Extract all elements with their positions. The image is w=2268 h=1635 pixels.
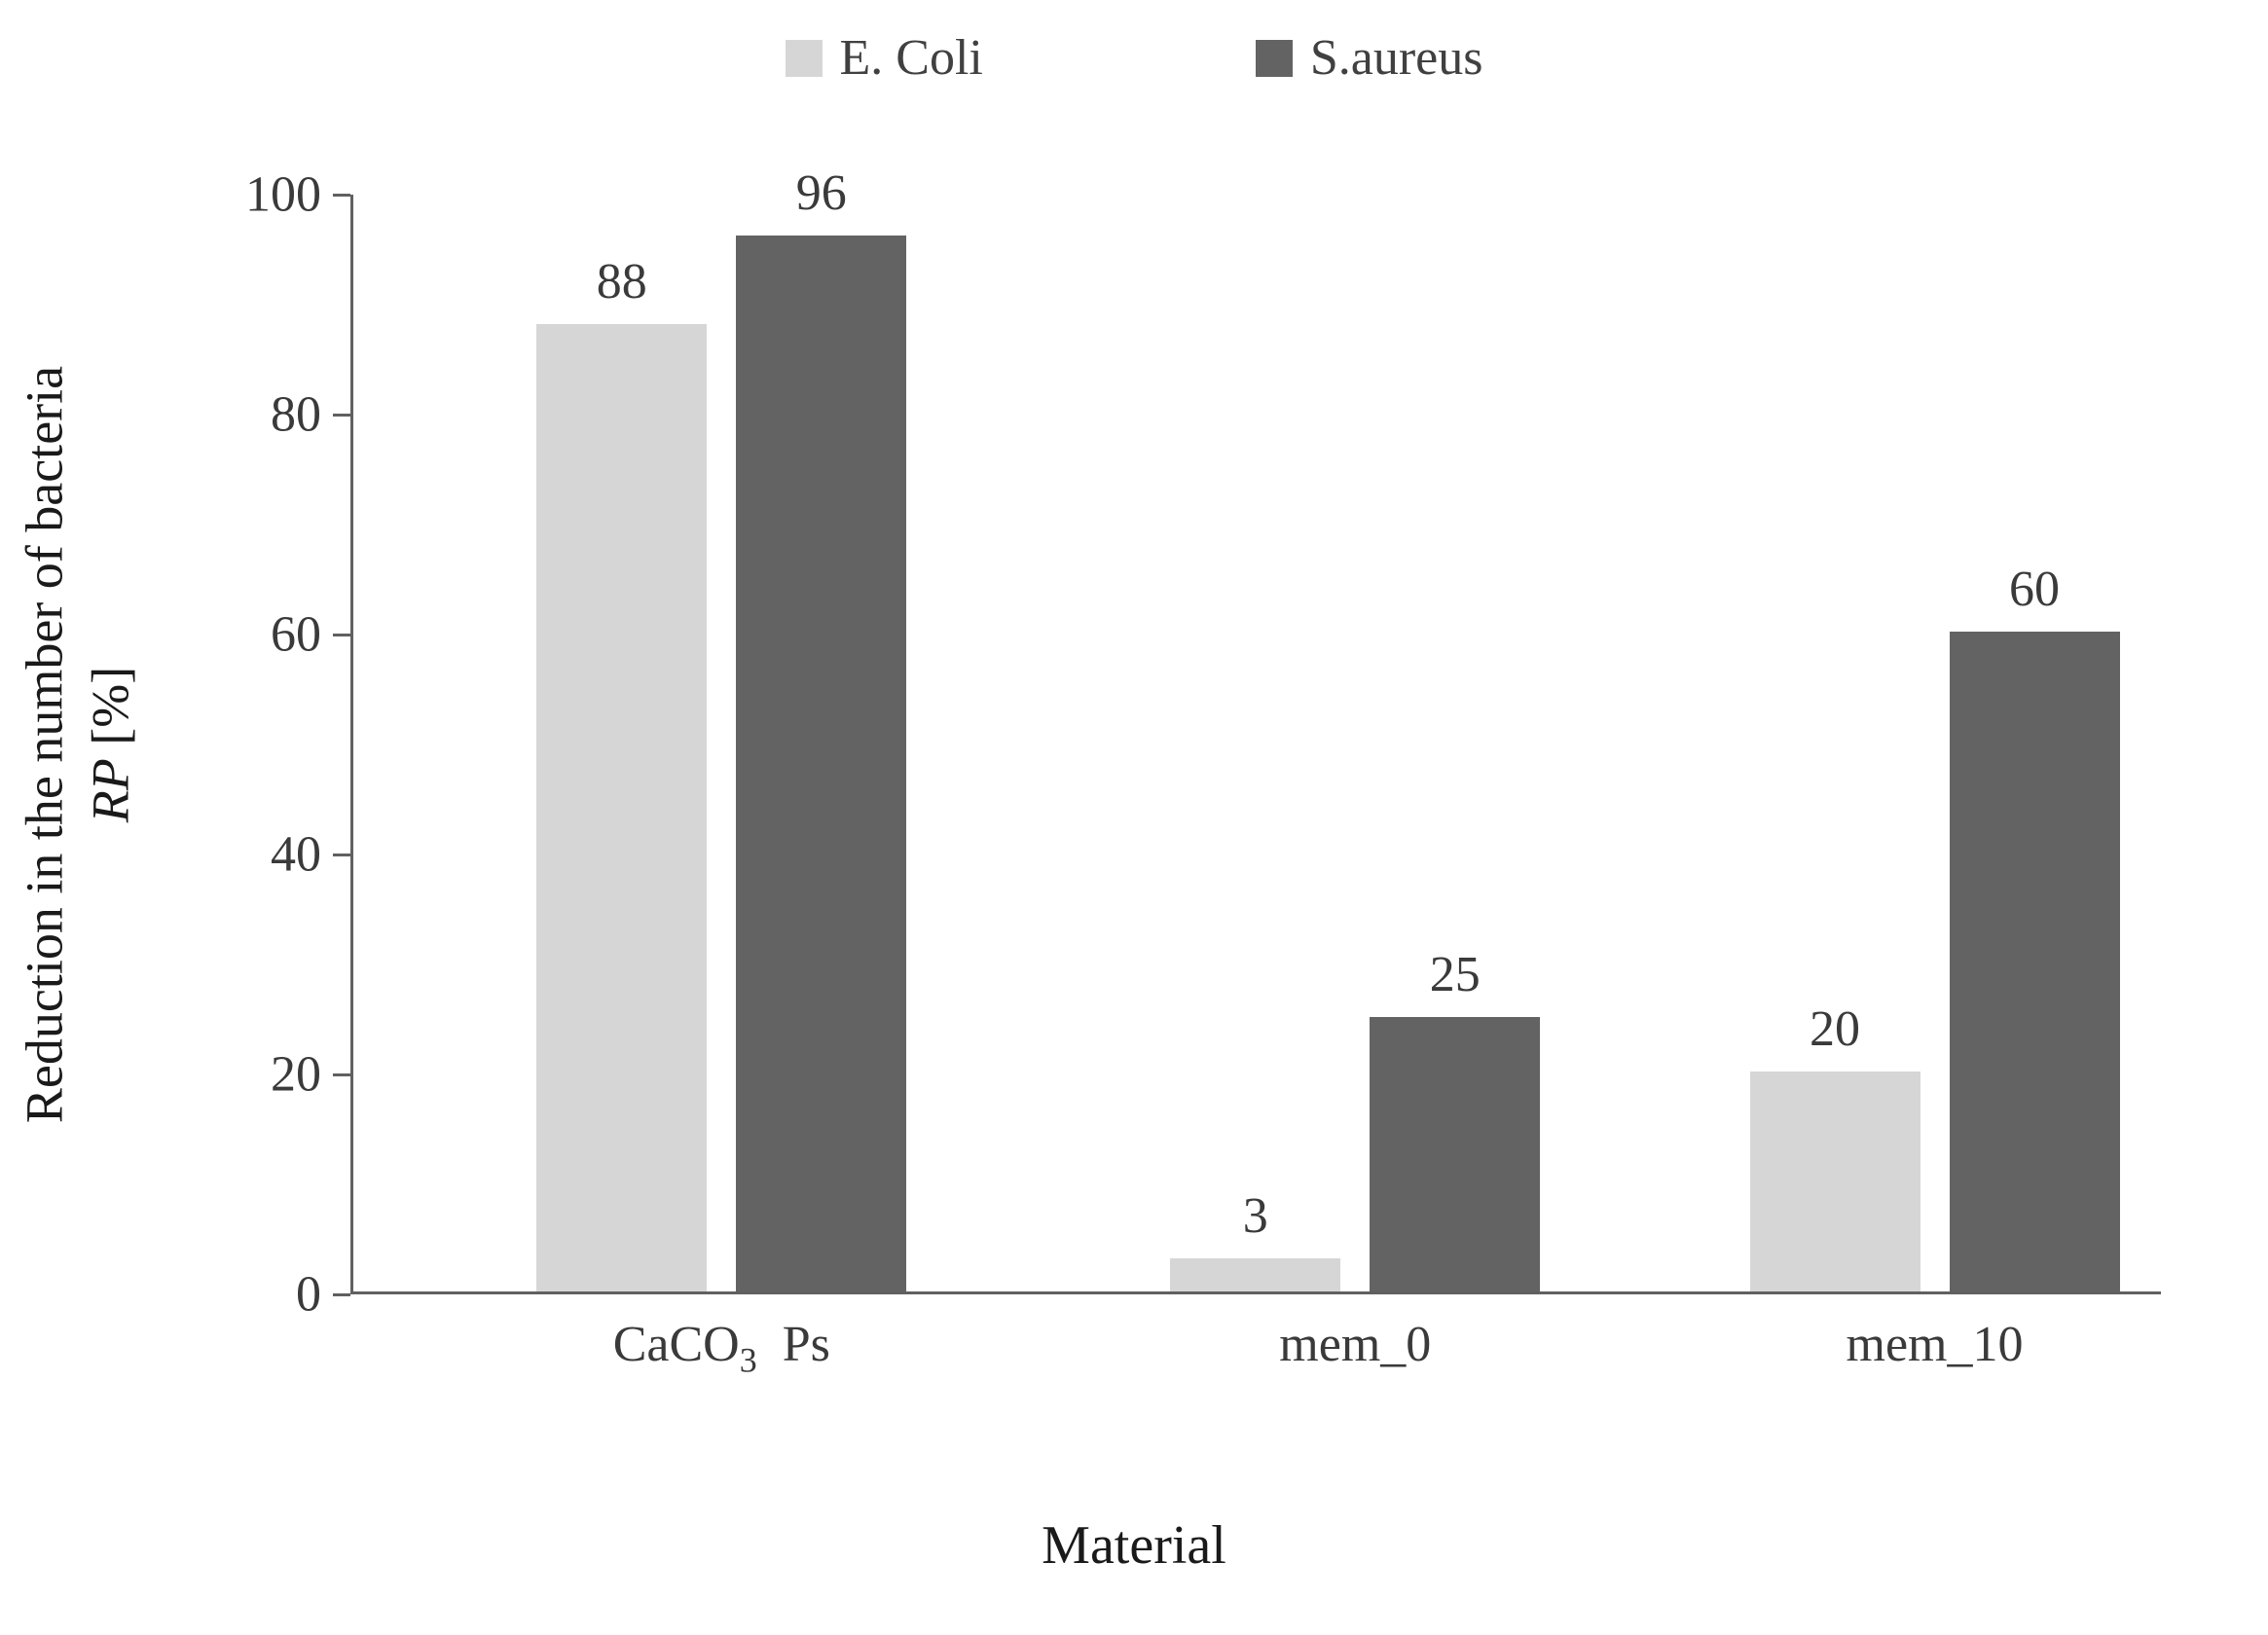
- chart-container: E. Coli S.aureus Reduction in the number…: [0, 0, 2268, 1635]
- bar: 20: [1750, 1072, 1920, 1291]
- legend-item-saureus: S.aureus: [1256, 29, 1483, 87]
- y-tick: [333, 854, 350, 856]
- y-tick: [333, 1293, 350, 1296]
- y-tick: [333, 414, 350, 417]
- bar: 25: [1370, 1017, 1540, 1292]
- bar-value-label: 88: [597, 253, 647, 310]
- bar: 3: [1170, 1258, 1340, 1291]
- y-axis-title-rp: RP: [81, 758, 139, 822]
- legend-swatch-ecoli: [786, 40, 823, 77]
- legend-label-saureus: S.aureus: [1310, 29, 1483, 87]
- chart-legend: E. Coli S.aureus: [0, 29, 2268, 87]
- bar-value-label: 96: [796, 164, 847, 222]
- y-tick: [333, 1073, 350, 1076]
- y-axis-title: Reduction in the number of bacteria RP […: [13, 366, 144, 1123]
- bar-value-label: 60: [2009, 561, 2060, 618]
- plot-area: 020406080100CaCO3 Ps8896mem_0325mem_1020…: [350, 195, 2161, 1294]
- bar: 96: [736, 236, 906, 1291]
- y-tick-label: 80: [271, 386, 321, 444]
- bar-value-label: 3: [1243, 1187, 1268, 1245]
- bar: 88: [536, 324, 707, 1291]
- legend-item-ecoli: E. Coli: [786, 29, 983, 87]
- y-axis-title-line1: Reduction in the number of bacteria: [13, 366, 79, 1123]
- y-axis-line: [350, 195, 353, 1294]
- legend-label-ecoli: E. Coli: [840, 29, 983, 87]
- y-tick: [333, 634, 350, 636]
- y-tick-label: 40: [271, 826, 321, 884]
- x-axis-line: [350, 1291, 2161, 1294]
- y-axis-title-line2: RP [%]: [78, 366, 144, 1123]
- bar: 60: [1950, 632, 2120, 1291]
- y-tick-label: 20: [271, 1046, 321, 1104]
- x-axis-title: Material: [1042, 1514, 1226, 1577]
- legend-swatch-saureus: [1256, 40, 1293, 77]
- x-tick-label: CaCO3 Ps: [613, 1316, 830, 1380]
- x-tick-label: mem_10: [1847, 1316, 2024, 1373]
- y-tick: [333, 194, 350, 197]
- y-tick-label: 100: [245, 166, 321, 224]
- y-tick-label: 60: [271, 606, 321, 664]
- bar-value-label: 20: [1810, 1000, 1860, 1058]
- bar-value-label: 25: [1430, 946, 1481, 1003]
- y-axis-title-unit: [%]: [81, 667, 139, 758]
- x-tick-label: mem_0: [1279, 1316, 1431, 1373]
- y-tick-label: 0: [296, 1266, 321, 1324]
